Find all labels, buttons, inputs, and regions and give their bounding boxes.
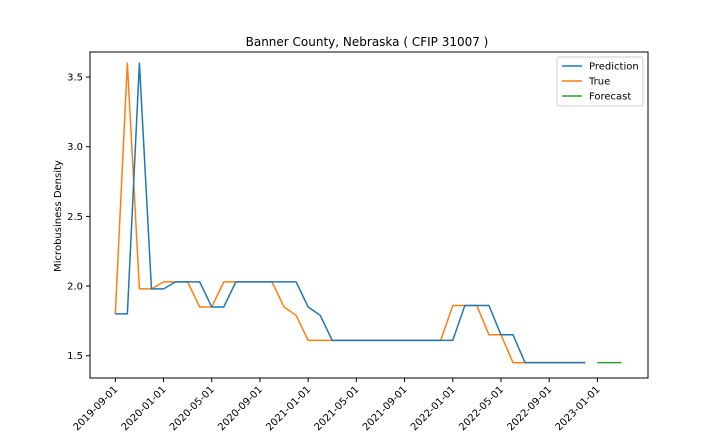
y-tick-label: 3.0 xyxy=(67,142,83,153)
legend-label-true: True xyxy=(588,77,610,88)
y-tick-label: 2.0 xyxy=(67,282,83,293)
legend-label-prediction: Prediction xyxy=(589,62,639,73)
chart-title: Banner County, Nebraska ( CFIP 31007 ) xyxy=(246,35,489,49)
y-tick-label: 3.5 xyxy=(67,73,83,84)
legend-label-forecast: Forecast xyxy=(589,92,631,103)
legend: Prediction True Forecast xyxy=(557,57,643,106)
y-tick-label: 1.5 xyxy=(67,351,83,362)
y-tick-label: 2.5 xyxy=(67,212,83,223)
y-axis-label: Microbusiness Density xyxy=(53,160,64,272)
